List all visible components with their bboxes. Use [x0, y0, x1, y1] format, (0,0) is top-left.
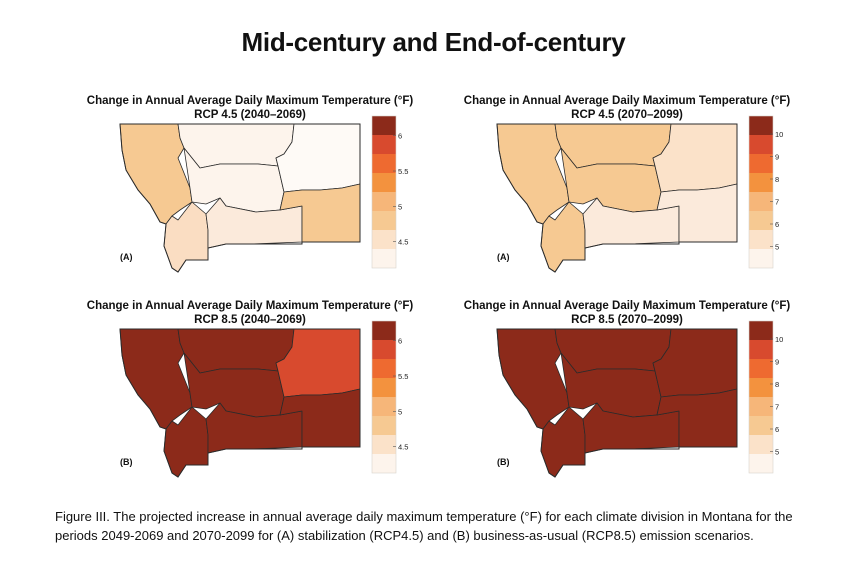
panel-title: Change in Annual Average Daily Maximum T…	[457, 94, 797, 122]
panel-title-line2: RCP 8.5 (2070–2099)	[571, 314, 683, 326]
legend-swatch	[749, 249, 773, 268]
panel-title-line1: Change in Annual Average Daily Maximum T…	[463, 300, 791, 312]
main-title: Mid-century and End-of-century	[241, 27, 626, 57]
state-outline	[496, 123, 738, 273]
legend-tick-label: 4.5	[398, 443, 408, 452]
legend-swatch	[372, 359, 396, 378]
legend-swatch	[749, 211, 773, 230]
panel-title: Change in Annual Average Daily Maximum T…	[457, 299, 797, 327]
legend-swatch	[749, 435, 773, 454]
legend-frame	[748, 115, 774, 269]
legend-swatch	[749, 378, 773, 397]
legend-swatch	[749, 173, 773, 192]
legend-tick-label: 7	[775, 403, 779, 412]
legend-swatch	[749, 230, 773, 249]
legend-tick-label: 6	[398, 337, 402, 346]
map-svg: (A) 10 9 8 7 6 5	[496, 115, 783, 273]
legend-swatch	[372, 116, 396, 135]
panel-title-line2: RCP 8.5 (2040–2069)	[194, 314, 306, 326]
legend-swatch	[749, 397, 773, 416]
panel-tag: (A)	[120, 252, 133, 262]
legend-swatch	[749, 135, 773, 154]
legend-swatch	[749, 340, 773, 359]
map-svg: (B) 10 9 8 7 6 5	[496, 320, 783, 478]
panel-title-line2: RCP 4.5 (2070–2099)	[571, 109, 683, 121]
map-svg: (B) 6 5.5 5 4.5	[119, 320, 408, 478]
state-outline	[496, 328, 738, 478]
legend-swatch	[372, 211, 396, 230]
legend-swatch	[372, 340, 396, 359]
panel-tag: (A)	[497, 252, 510, 262]
legend-swatch	[749, 154, 773, 173]
legend-swatch	[372, 416, 396, 435]
state-outline	[119, 328, 361, 478]
legend-tick-label: 5	[398, 407, 402, 416]
panel-title-line1: Change in Annual Average Daily Maximum T…	[86, 300, 414, 312]
map-svg: (A) 6 5.5 5 4.5	[119, 115, 408, 273]
legend-tick-label: 6	[775, 425, 779, 434]
legend-swatch	[372, 192, 396, 211]
legend-tick-label: 10	[775, 335, 783, 344]
panel-title-line1: Change in Annual Average Daily Maximum T…	[463, 95, 791, 107]
legend-frame	[748, 320, 774, 474]
panel-title: Change in Annual Average Daily Maximum T…	[80, 299, 420, 327]
legend-swatch	[749, 192, 773, 211]
legend-swatch	[372, 397, 396, 416]
panel-a-mid: Change in Annual Average Daily Maximum T…	[80, 92, 460, 282]
legend-tick-label: 9	[775, 153, 779, 162]
panel-b-mid: Change in Annual Average Daily Maximum T…	[80, 297, 460, 487]
legend-swatch	[372, 321, 396, 340]
legend-swatch	[372, 435, 396, 454]
state-outline	[119, 123, 361, 273]
legend-tick-label: 5	[775, 448, 779, 457]
legend-tick-label: 6	[398, 132, 402, 141]
legend-tick-label: 5	[775, 243, 779, 252]
legend-tick-label: 4.5	[398, 238, 408, 247]
legend-tick-label: 10	[775, 130, 783, 139]
legend-tick-label: 8	[775, 380, 779, 389]
legend-swatch	[372, 230, 396, 249]
panel-tag: (B)	[497, 457, 510, 467]
legend-swatch	[749, 454, 773, 473]
legend-tick-label: 5	[398, 202, 402, 211]
legend-tick-label: 6	[775, 220, 779, 229]
legend-swatch	[372, 135, 396, 154]
legend-tick-label: 5.5	[398, 167, 408, 176]
legend-tick-label: 8	[775, 175, 779, 184]
legend-swatch	[749, 416, 773, 435]
panel-title: Change in Annual Average Daily Maximum T…	[80, 94, 420, 122]
legend-swatch	[749, 359, 773, 378]
panel-title-line1: Change in Annual Average Daily Maximum T…	[86, 95, 414, 107]
legend-swatch	[372, 154, 396, 173]
legend-tick-label: 5.5	[398, 372, 408, 381]
legend-frame	[371, 320, 397, 474]
panel-a-end: Change in Annual Average Daily Maximum T…	[457, 92, 837, 282]
panel-b-end: Change in Annual Average Daily Maximum T…	[457, 297, 837, 487]
legend-frame	[371, 115, 397, 269]
legend-swatch	[372, 173, 396, 192]
panel-tag: (B)	[120, 457, 133, 467]
legend-swatch	[749, 116, 773, 135]
legend-swatch	[749, 321, 773, 340]
legend-tick-label: 9	[775, 358, 779, 367]
legend-swatch	[372, 454, 396, 473]
legend-swatch	[372, 378, 396, 397]
legend-swatch	[372, 249, 396, 268]
legend-tick-label: 7	[775, 198, 779, 207]
figure-caption: Figure III. The projected increase in an…	[55, 509, 793, 543]
panel-title-line2: RCP 4.5 (2040–2069)	[194, 109, 306, 121]
